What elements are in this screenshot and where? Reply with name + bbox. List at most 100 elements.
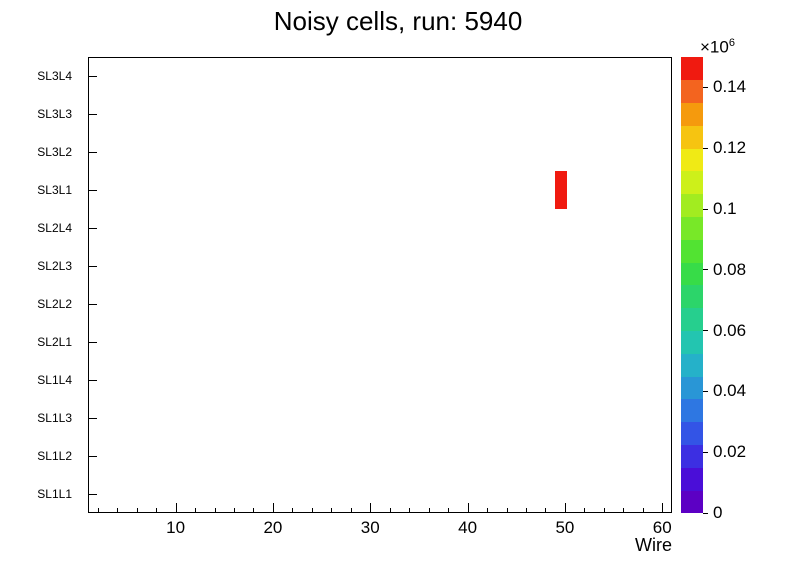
y-axis-label: SL1L4 bbox=[37, 373, 72, 387]
y-axis-label: SL3L1 bbox=[37, 183, 72, 197]
colorbar-tick bbox=[703, 86, 708, 88]
colorbar-tick bbox=[703, 208, 708, 210]
x-axis-minor-tick bbox=[136, 508, 138, 512]
colorbar-band bbox=[681, 193, 703, 218]
colorbar-tick bbox=[703, 512, 708, 514]
x-axis-minor-tick bbox=[253, 508, 255, 512]
colorbar-band bbox=[681, 239, 703, 263]
x-axis-major-tick bbox=[175, 503, 177, 512]
y-axis-label: SL2L3 bbox=[37, 259, 72, 273]
y-axis-tick bbox=[89, 151, 97, 153]
colorbar-tick-label: 0.1 bbox=[713, 199, 737, 218]
y-axis-tick bbox=[89, 189, 97, 191]
x-axis-minor-tick bbox=[350, 508, 352, 512]
y-axis-label: SL3L4 bbox=[37, 69, 72, 83]
y-axis-label: SL2L1 bbox=[37, 335, 72, 349]
x-axis-minor-tick bbox=[214, 508, 216, 512]
colorbar-band bbox=[681, 376, 703, 400]
colorbar-tick bbox=[703, 330, 708, 332]
y-axis-tick bbox=[89, 227, 97, 229]
x-axis-minor-tick bbox=[389, 508, 391, 512]
colorbar-band bbox=[681, 171, 703, 195]
x-axis-minor-tick bbox=[584, 508, 586, 512]
x-axis-minor-tick bbox=[545, 508, 547, 512]
x-tick-label: 20 bbox=[263, 518, 283, 537]
x-tick-label: 30 bbox=[360, 518, 380, 537]
y-axis-tick bbox=[89, 455, 97, 457]
y-axis-label: SL2L4 bbox=[37, 221, 72, 235]
y-axis-label: SL1L2 bbox=[37, 449, 72, 463]
x-tick-label: 40 bbox=[458, 518, 478, 537]
colorbar-tick bbox=[703, 147, 708, 149]
x-axis-title: Wire bbox=[635, 535, 672, 555]
x-tick-label: 10 bbox=[166, 518, 186, 537]
colorbar-scale-exponent: 6 bbox=[728, 37, 735, 49]
y-axis-tick bbox=[89, 113, 97, 115]
x-axis-minor-tick bbox=[526, 508, 527, 512]
heat-cell bbox=[555, 171, 567, 209]
colorbar-band bbox=[681, 399, 703, 423]
y-axis-label: SL3L3 bbox=[37, 107, 72, 121]
x-axis-minor-tick bbox=[642, 508, 644, 512]
colorbar-band bbox=[681, 330, 703, 354]
x-axis-minor-tick bbox=[506, 508, 508, 512]
x-axis-minor-tick bbox=[331, 508, 333, 512]
y-axis-tick bbox=[89, 341, 97, 343]
x-axis-minor-tick bbox=[97, 508, 99, 512]
colorbar-band bbox=[681, 307, 703, 332]
x-axis-minor-tick bbox=[117, 508, 119, 512]
colorbar-band bbox=[681, 148, 703, 172]
x-axis-minor-tick bbox=[428, 508, 430, 512]
colorbar-tick-label: 0.12 bbox=[713, 138, 747, 158]
x-axis-major-tick bbox=[272, 503, 274, 512]
x-axis-major-tick bbox=[564, 503, 566, 512]
colorbar-band bbox=[681, 125, 703, 149]
y-axis-label: SL3L2 bbox=[37, 145, 72, 159]
plot-area bbox=[88, 57, 672, 513]
x-axis-minor-tick bbox=[195, 508, 197, 512]
x-axis-minor-tick bbox=[292, 508, 294, 512]
y-axis-tick bbox=[89, 265, 97, 267]
colorbar-scale-label: ×106 bbox=[700, 37, 735, 58]
chart-title: Noisy cells, run: 5940 bbox=[273, 6, 523, 36]
colorbar-tick-label: 0.02 bbox=[713, 442, 747, 462]
colorbar-band bbox=[681, 444, 703, 468]
colorbar-band bbox=[681, 421, 703, 446]
colorbar-scale-base: ×10 bbox=[700, 37, 729, 57]
y-axis-tick bbox=[89, 379, 97, 381]
y-axis-tick bbox=[89, 75, 97, 77]
x-axis-minor-tick bbox=[156, 508, 158, 512]
colorbar-band bbox=[681, 467, 703, 491]
x-axis-major-tick bbox=[467, 503, 469, 512]
y-axis-tick bbox=[89, 303, 97, 305]
x-axis-major-tick bbox=[370, 503, 372, 512]
x-axis-major-tick bbox=[662, 503, 664, 512]
colorbar-band bbox=[681, 216, 703, 240]
colorbar-tick bbox=[703, 269, 708, 271]
colorbar-band bbox=[681, 262, 703, 286]
colorbar-tick-label: 0.06 bbox=[713, 320, 747, 340]
y-axis-label: SL2L2 bbox=[37, 297, 72, 311]
x-axis-minor-tick bbox=[311, 508, 313, 512]
colorbar-band bbox=[681, 353, 703, 377]
x-tick-label: 50 bbox=[555, 518, 575, 537]
colorbar-tick-label: 0 bbox=[713, 503, 723, 522]
x-axis-minor-tick bbox=[623, 508, 625, 512]
x-tick-label: 60 bbox=[652, 518, 672, 537]
x-axis-minor-tick bbox=[487, 508, 489, 512]
colorbar-tick bbox=[703, 390, 708, 392]
colorbar-band bbox=[681, 490, 703, 514]
x-axis-minor-tick bbox=[409, 508, 411, 512]
colorbar-tick-label: 0.04 bbox=[713, 381, 747, 401]
colorbar-band bbox=[681, 57, 703, 81]
colorbar-tick-label: 0.08 bbox=[713, 259, 747, 279]
colorbar-band bbox=[681, 102, 703, 126]
colorbar-band bbox=[681, 79, 703, 104]
x-axis-minor-tick bbox=[603, 508, 605, 512]
colorbar-band bbox=[681, 285, 703, 309]
colorbar-tick-label: 0.14 bbox=[713, 77, 747, 97]
colorbar-tick bbox=[703, 451, 708, 453]
y-axis-label: SL1L1 bbox=[37, 487, 72, 501]
y-axis-tick bbox=[89, 493, 97, 495]
